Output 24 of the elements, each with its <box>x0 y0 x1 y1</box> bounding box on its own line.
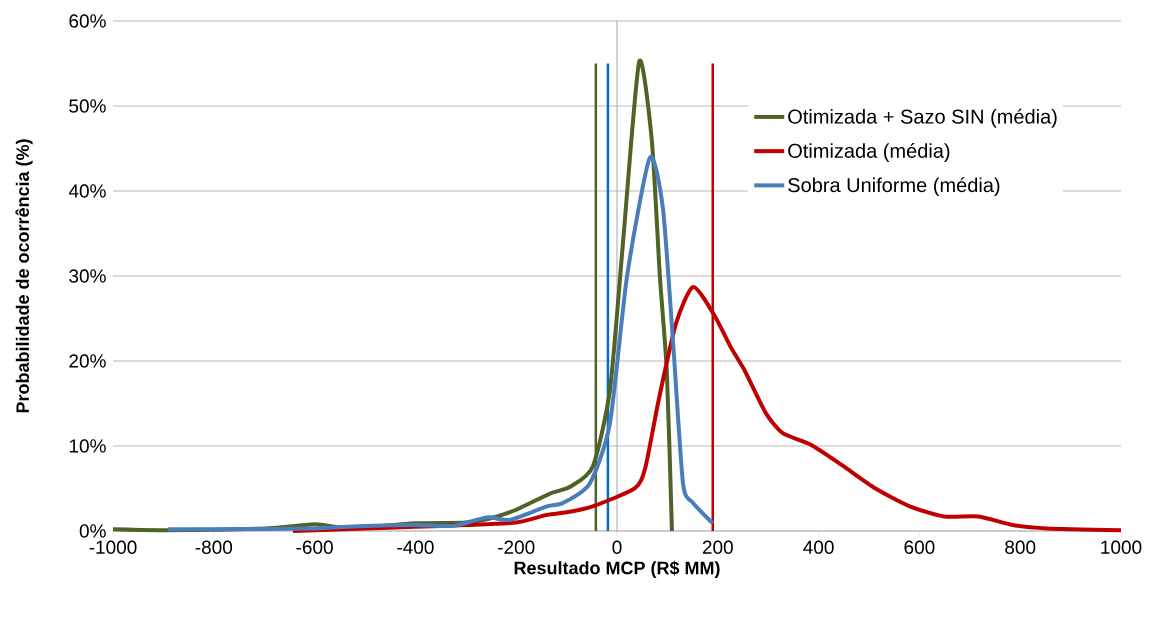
x-tick-label: -800 <box>195 540 233 554</box>
y-tick-label: 60% <box>69 14 106 28</box>
x-tick-label: -600 <box>296 540 333 554</box>
y-tick-label: 0% <box>79 524 106 538</box>
x-tick-label: 800 <box>1005 540 1036 554</box>
x-tick-label: 400 <box>803 540 834 554</box>
x-axis-title: Resultado MCP (R$ MM) <box>514 560 720 578</box>
y-tick-label: 50% <box>69 99 106 113</box>
y-tick-label: 20% <box>69 354 106 368</box>
x-tick-label: 600 <box>904 540 935 554</box>
legend-label: Otimizada (média) <box>788 143 950 162</box>
y-tick-label: 40% <box>68 184 106 198</box>
x-tick-label: 200 <box>702 540 733 554</box>
y-tick-label: 10% <box>69 439 106 453</box>
y-tick-label: 30% <box>69 269 106 283</box>
y-axis-title: Probabilidade de ocorrência (%) <box>15 139 33 413</box>
legend-label: Otimizada + Sazo SIN (média) <box>788 108 1057 128</box>
x-tick-label: 1000 <box>1101 540 1142 554</box>
x-tick-label: 0 <box>612 540 622 554</box>
x-tick-label: -400 <box>397 540 434 554</box>
line-series <box>165 155 715 532</box>
x-tick-label: -200 <box>498 540 535 554</box>
legend-label: Sobra Uniforme (média) <box>788 177 1000 197</box>
x-tick-label: -1000 <box>89 540 137 554</box>
